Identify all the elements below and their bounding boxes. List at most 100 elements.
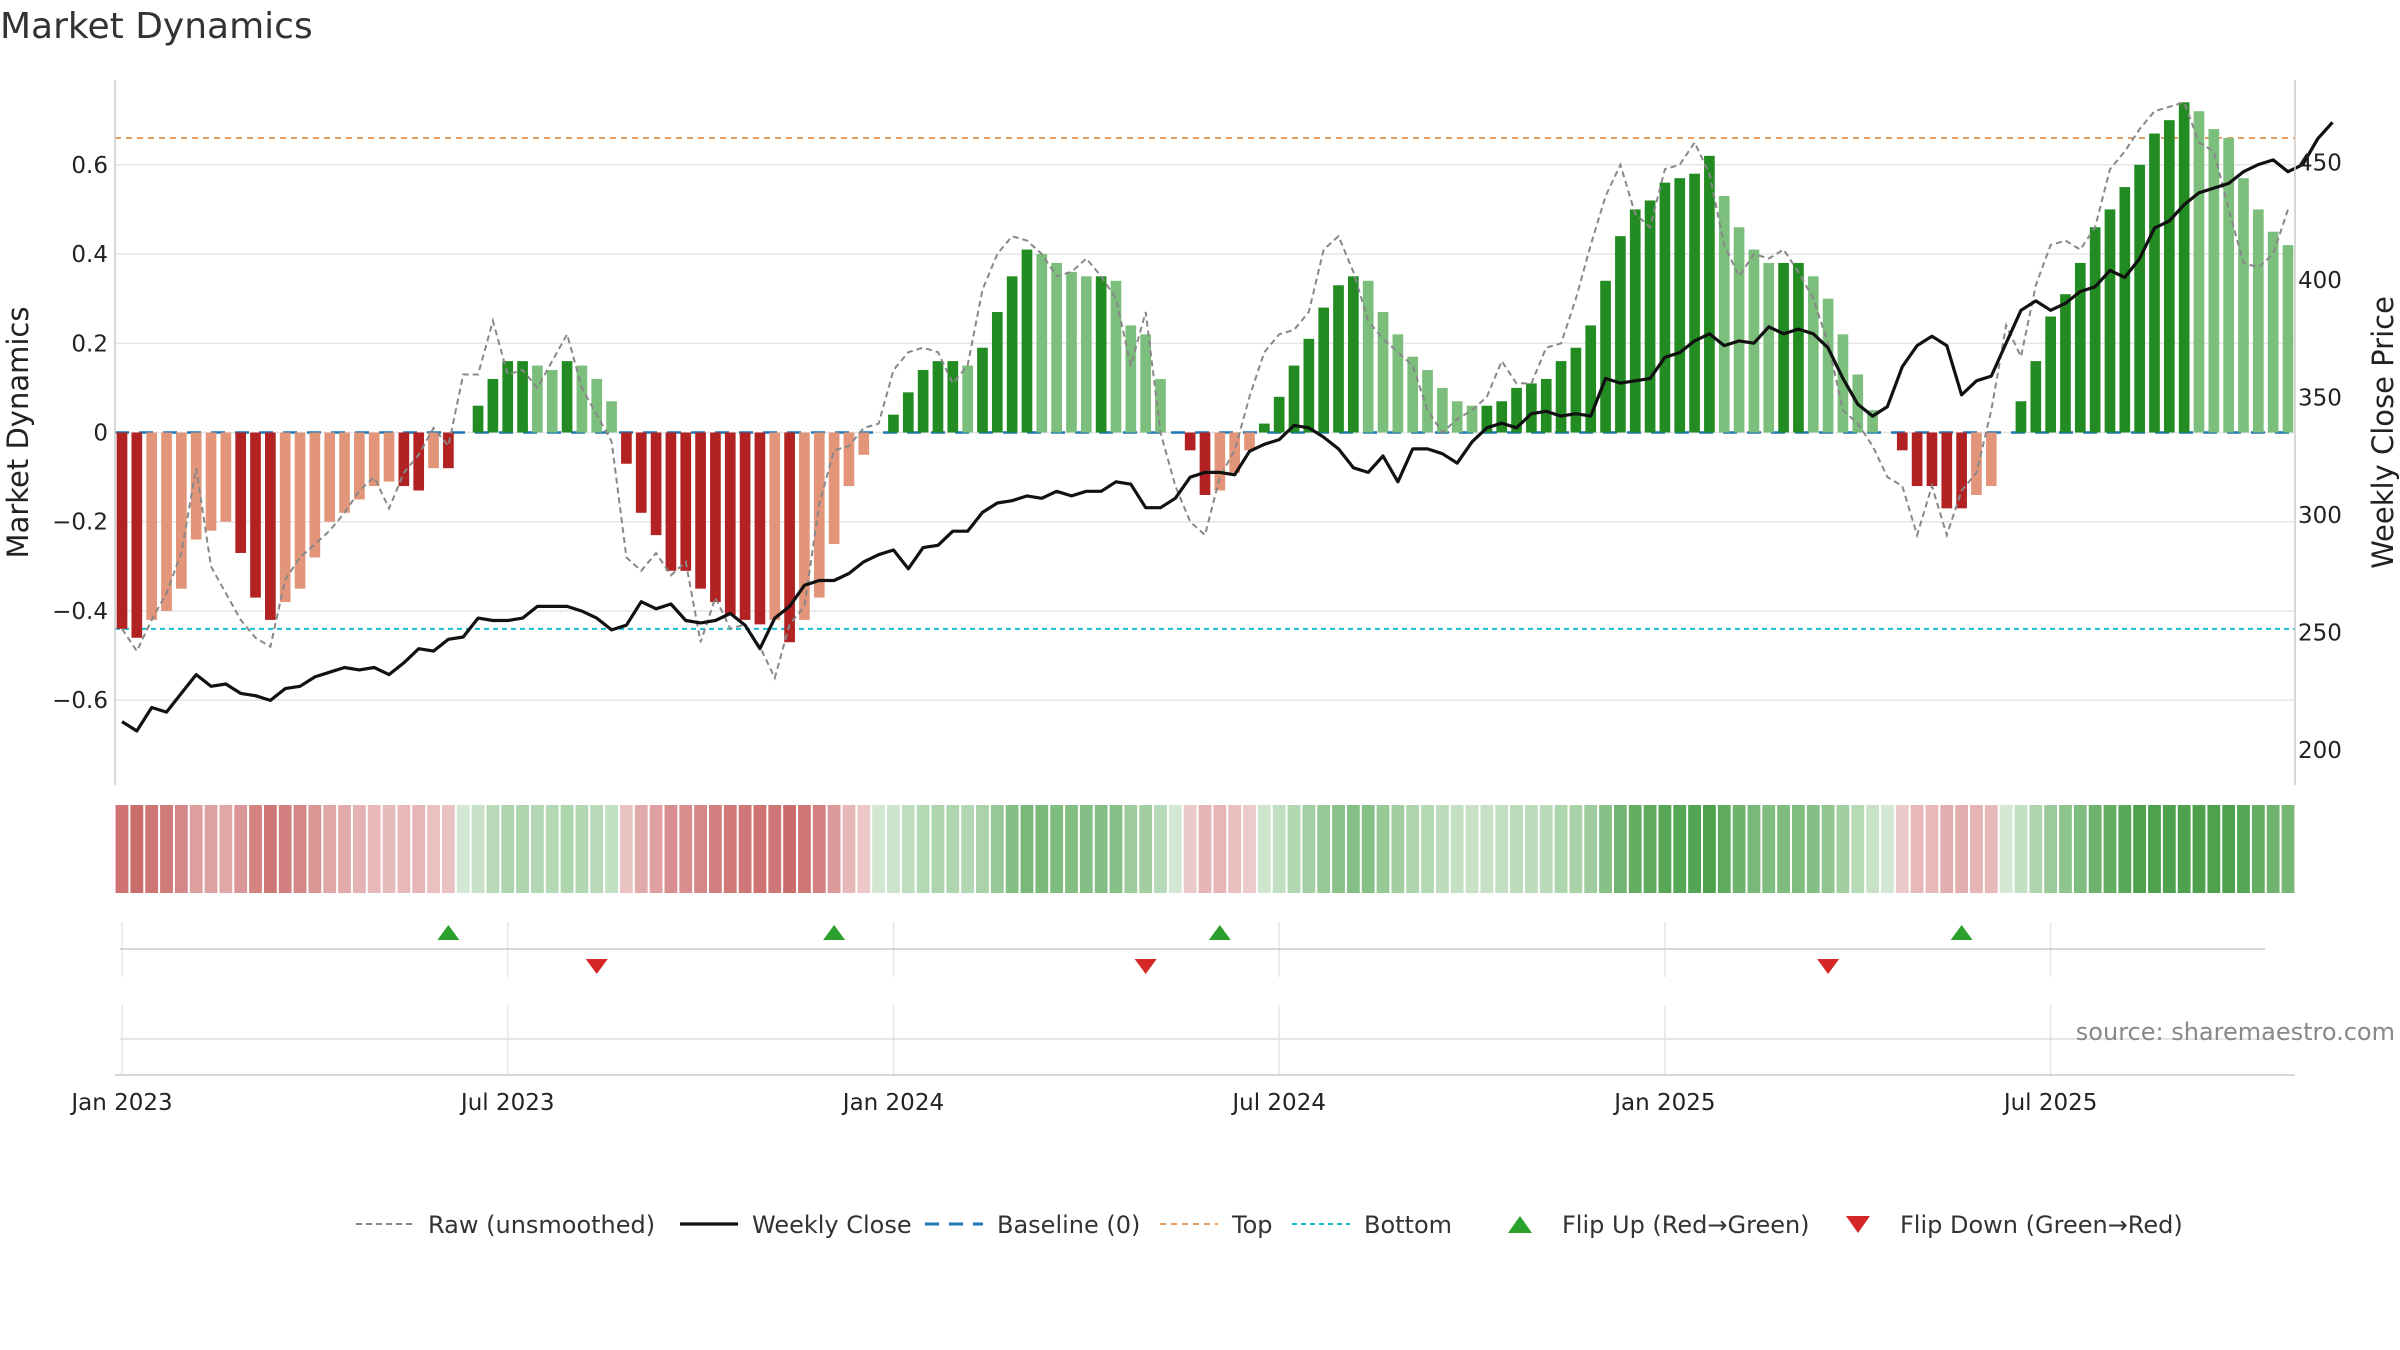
- dynamics-bar: [2208, 129, 2220, 433]
- dynamics-bar: [190, 432, 202, 540]
- heatmap-cell: [2177, 805, 2191, 893]
- heatmap-cell: [2029, 805, 2043, 893]
- legend-label: Top: [1231, 1211, 1273, 1239]
- dynamics-bar: [1259, 423, 1270, 433]
- heatmap-cell: [1510, 805, 1523, 893]
- dynamics-bar: [1199, 432, 1211, 495]
- heatmap-cell: [2207, 805, 2221, 893]
- heatmap-cell: [1480, 805, 1494, 893]
- dynamics-bar: [205, 432, 217, 531]
- heatmap-cell: [1866, 805, 1880, 893]
- heatmap-cell: [1628, 805, 1642, 893]
- axes: 0.6 0.4 0.2 0 −0.2 −0.4 −0.6 450 400 350 300 250 200…: [1, 80, 2400, 785]
- heatmap-cell: [1317, 805, 1331, 893]
- dynamics-bar: [2267, 231, 2279, 433]
- dynamics-bar: [1985, 432, 1997, 487]
- legend-label: Flip Up (Red→Green): [1562, 1211, 1810, 1239]
- dynamics-bar: [2089, 227, 2101, 433]
- heatmap-cell: [1925, 805, 1939, 893]
- heatmap-cell: [649, 805, 663, 893]
- dynamics-bar: [1392, 334, 1404, 433]
- heatmap-cell: [1228, 805, 1242, 893]
- dynamics-bar: [1941, 432, 1953, 509]
- dynamics-bar: [1184, 432, 1196, 451]
- heatmap-cell: [2281, 805, 2295, 893]
- dynamics-bar: [309, 432, 321, 558]
- heatmap-cell: [1970, 805, 1983, 893]
- dynamics-bar: [635, 432, 647, 513]
- dynamics-bar: [1303, 338, 1315, 433]
- heatmap-cell: [1154, 805, 1167, 893]
- y2-tick-label: 450: [2298, 150, 2342, 176]
- dynamics-bar: [828, 432, 840, 545]
- heatmap-cell: [946, 805, 960, 893]
- dynamics-bar: [710, 432, 721, 603]
- heatmap-cell: [1777, 805, 1791, 893]
- dynamics-bar: [398, 432, 410, 487]
- heatmap-cell: [1168, 805, 1182, 893]
- y2-tick-label: 200: [2298, 738, 2342, 764]
- dynamics-bar: [1644, 200, 1656, 433]
- dynamics-bar: [368, 432, 380, 487]
- heatmap-cell: [2266, 805, 2280, 893]
- heatmap-cell: [145, 805, 159, 893]
- heatmap-cell: [1109, 805, 1123, 893]
- flip-down-marker: [1817, 959, 1840, 974]
- heatmap-cell: [842, 805, 856, 893]
- dynamics-bar: [888, 414, 899, 433]
- dynamics-bar: [2149, 133, 2160, 433]
- heatmap-cell: [441, 805, 455, 893]
- lower-panel: Jan 2023 Jul 2023 Jan 2024 Jul 2024 Jan 2025…: [69, 1005, 2295, 1116]
- dynamics-bar: [1214, 432, 1226, 491]
- heatmap-cell: [1272, 805, 1286, 893]
- dynamics-bar: [917, 370, 929, 433]
- heatmap-cell: [189, 805, 203, 893]
- dynamics-bars: [116, 102, 2294, 643]
- dynamics-bar: [1140, 334, 1151, 433]
- legend-label: Weekly Close: [752, 1211, 912, 1239]
- heatmap-cell: [961, 805, 975, 893]
- dynamics-bar: [1733, 227, 1745, 433]
- heatmap-cell: [1376, 805, 1390, 893]
- heatmap-cell: [1732, 805, 1746, 893]
- dynamics-bar: [324, 432, 336, 522]
- heatmap-cell: [234, 805, 248, 893]
- dynamics-bar: [413, 432, 425, 491]
- dynamics-bar: [754, 432, 766, 625]
- heatmap-cell: [1836, 805, 1850, 893]
- dynamics-bar: [1926, 432, 1938, 487]
- dynamics-bar: [665, 432, 677, 571]
- x-tick-label: Jan 2024: [841, 1090, 944, 1116]
- dynamics-bar: [1466, 405, 1478, 433]
- heatmap-cell: [1198, 805, 1212, 893]
- heatmap-cell: [2192, 805, 2206, 893]
- x-tick-label: Jul 2024: [1230, 1090, 1326, 1116]
- dynamics-bar: [1155, 378, 1166, 433]
- dynamics-bar: [131, 432, 143, 638]
- dynamics-bar: [1006, 276, 1018, 433]
- heatmap-cell: [2103, 805, 2117, 893]
- heatmap-cell: [605, 805, 618, 893]
- heatmap-cell: [1910, 805, 1924, 893]
- legend-swatch-flip-down: [1846, 1216, 1870, 1233]
- heatmap-cell: [1702, 805, 1716, 893]
- heatmap-cell: [352, 805, 366, 893]
- heatmap-cell: [2133, 805, 2147, 893]
- raw-line: [121, 101, 2289, 681]
- dynamics-bar: [1822, 298, 1834, 433]
- heatmap-cell: [397, 805, 411, 893]
- heatmap-cell: [1524, 805, 1538, 893]
- y-tick-label: 0.4: [71, 242, 108, 268]
- heatmap-cell: [2118, 805, 2132, 893]
- dynamics-bar: [1437, 387, 1448, 433]
- dynamics-bar: [1511, 387, 1522, 433]
- heatmap-cell: [723, 805, 737, 893]
- heatmap-cell: [2148, 805, 2161, 893]
- dynamics-bar: [1422, 370, 1433, 433]
- heatmap-cell: [1569, 805, 1583, 893]
- heatmap-cell: [931, 805, 945, 893]
- heatmap-cell: [783, 805, 797, 893]
- heatmap-cell: [1539, 805, 1553, 893]
- heatmap-cell: [2044, 805, 2058, 893]
